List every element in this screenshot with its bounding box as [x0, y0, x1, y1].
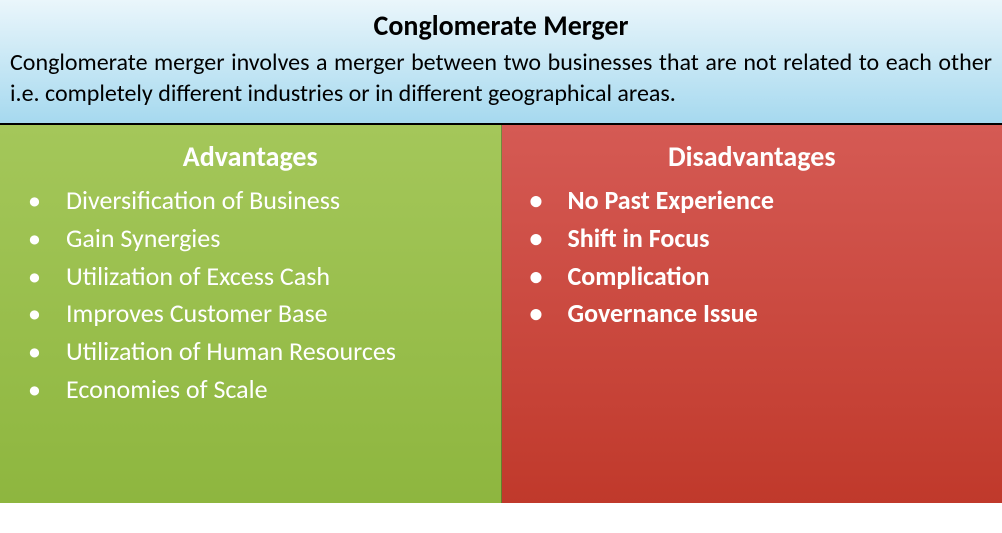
advantages-panel: Advantages Diversification of Business G… [0, 125, 502, 503]
list-item: Utilization of Excess Cash [28, 258, 481, 296]
advantages-title: Advantages [20, 139, 481, 174]
list-item: Gain Synergies [28, 220, 481, 258]
list-item: No Past Experience [530, 182, 983, 220]
disadvantages-title: Disadvantages [522, 139, 983, 174]
header-section: Conglomerate Merger Conglomerate merger … [0, 0, 1002, 125]
list-item: Improves Customer Base [28, 295, 481, 333]
list-item: Shift in Focus [530, 220, 983, 258]
list-item: Diversification of Business [28, 182, 481, 220]
disadvantages-panel: Disadvantages No Past Experience Shift i… [502, 125, 1002, 503]
panels-container: Advantages Diversification of Business G… [0, 125, 1002, 503]
list-item: Complication [530, 258, 983, 296]
list-item: Utilization of Human Resources [28, 333, 481, 371]
list-item: Governance Issue [530, 295, 983, 333]
page-description: Conglomerate merger involves a merger be… [10, 47, 992, 109]
disadvantages-list: No Past Experience Shift in Focus Compli… [522, 182, 983, 333]
list-item: Economies of Scale [28, 371, 481, 409]
advantages-list: Diversification of Business Gain Synergi… [20, 182, 481, 408]
page-title: Conglomerate Merger [10, 8, 992, 43]
